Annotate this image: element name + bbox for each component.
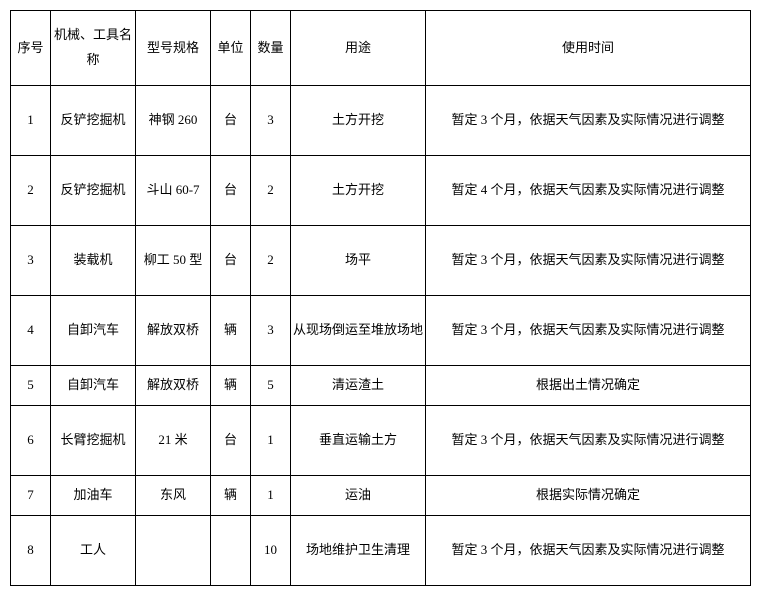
cell-unit bbox=[211, 516, 251, 586]
cell-qty: 10 bbox=[251, 516, 291, 586]
cell-time: 暂定 3 个月，依据天气因素及实际情况进行调整 bbox=[426, 226, 751, 296]
cell-unit: 辆 bbox=[211, 366, 251, 406]
cell-usage: 垂直运输土方 bbox=[291, 406, 426, 476]
table-header-row: 序号 机械、工具名称 型号规格 单位 数量 用途 使用时间 bbox=[11, 11, 751, 86]
cell-unit: 台 bbox=[211, 406, 251, 476]
cell-qty: 1 bbox=[251, 476, 291, 516]
cell-name: 加油车 bbox=[51, 476, 136, 516]
cell-seq: 4 bbox=[11, 296, 51, 366]
cell-seq: 2 bbox=[11, 156, 51, 226]
cell-name: 反铲挖掘机 bbox=[51, 86, 136, 156]
cell-model: 柳工 50 型 bbox=[136, 226, 211, 296]
header-usage: 用途 bbox=[291, 11, 426, 86]
cell-model: 解放双桥 bbox=[136, 296, 211, 366]
cell-usage: 场地维护卫生清理 bbox=[291, 516, 426, 586]
header-name: 机械、工具名称 bbox=[51, 11, 136, 86]
table-row: 5自卸汽车解放双桥辆5清运渣土根据出土情况确定 bbox=[11, 366, 751, 406]
cell-model: 神钢 260 bbox=[136, 86, 211, 156]
equipment-table: 序号 机械、工具名称 型号规格 单位 数量 用途 使用时间 1反铲挖掘机神钢 2… bbox=[10, 10, 751, 586]
cell-time: 暂定 3 个月，依据天气因素及实际情况进行调整 bbox=[426, 86, 751, 156]
cell-time: 根据实际情况确定 bbox=[426, 476, 751, 516]
header-unit: 单位 bbox=[211, 11, 251, 86]
cell-qty: 5 bbox=[251, 366, 291, 406]
cell-time: 根据出土情况确定 bbox=[426, 366, 751, 406]
cell-model: 斗山 60-7 bbox=[136, 156, 211, 226]
cell-qty: 2 bbox=[251, 226, 291, 296]
header-model: 型号规格 bbox=[136, 11, 211, 86]
cell-time: 暂定 3 个月，依据天气因素及实际情况进行调整 bbox=[426, 406, 751, 476]
cell-name: 反铲挖掘机 bbox=[51, 156, 136, 226]
cell-usage: 清运渣土 bbox=[291, 366, 426, 406]
cell-time: 暂定 4 个月，依据天气因素及实际情况进行调整 bbox=[426, 156, 751, 226]
cell-seq: 6 bbox=[11, 406, 51, 476]
cell-qty: 2 bbox=[251, 156, 291, 226]
cell-seq: 8 bbox=[11, 516, 51, 586]
cell-unit: 台 bbox=[211, 156, 251, 226]
cell-usage: 场平 bbox=[291, 226, 426, 296]
cell-seq: 3 bbox=[11, 226, 51, 296]
header-qty: 数量 bbox=[251, 11, 291, 86]
cell-unit: 辆 bbox=[211, 296, 251, 366]
table-row: 8工人 10场地维护卫生清理暂定 3 个月，依据天气因素及实际情况进行调整 bbox=[11, 516, 751, 586]
cell-name: 长臂挖掘机 bbox=[51, 406, 136, 476]
cell-usage: 从现场倒运至堆放场地 bbox=[291, 296, 426, 366]
header-seq: 序号 bbox=[11, 11, 51, 86]
cell-unit: 辆 bbox=[211, 476, 251, 516]
cell-unit: 台 bbox=[211, 86, 251, 156]
cell-usage: 土方开挖 bbox=[291, 86, 426, 156]
table-body: 1反铲挖掘机神钢 260台3土方开挖暂定 3 个月，依据天气因素及实际情况进行调… bbox=[11, 86, 751, 586]
cell-qty: 3 bbox=[251, 296, 291, 366]
cell-seq: 7 bbox=[11, 476, 51, 516]
table-row: 6长臂挖掘机21 米台1垂直运输土方暂定 3 个月，依据天气因素及实际情况进行调… bbox=[11, 406, 751, 476]
cell-model: 解放双桥 bbox=[136, 366, 211, 406]
cell-model: 东风 bbox=[136, 476, 211, 516]
table-row: 7加油车东风辆1运油根据实际情况确定 bbox=[11, 476, 751, 516]
table-row: 4自卸汽车解放双桥辆3从现场倒运至堆放场地暂定 3 个月，依据天气因素及实际情况… bbox=[11, 296, 751, 366]
cell-model: 21 米 bbox=[136, 406, 211, 476]
cell-usage: 运油 bbox=[291, 476, 426, 516]
cell-seq: 1 bbox=[11, 86, 51, 156]
cell-time: 暂定 3 个月，依据天气因素及实际情况进行调整 bbox=[426, 296, 751, 366]
cell-time: 暂定 3 个月，依据天气因素及实际情况进行调整 bbox=[426, 516, 751, 586]
cell-name: 自卸汽车 bbox=[51, 366, 136, 406]
table-row: 2反铲挖掘机斗山 60-7台2土方开挖暂定 4 个月，依据天气因素及实际情况进行… bbox=[11, 156, 751, 226]
cell-usage: 土方开挖 bbox=[291, 156, 426, 226]
table-row: 1反铲挖掘机神钢 260台3土方开挖暂定 3 个月，依据天气因素及实际情况进行调… bbox=[11, 86, 751, 156]
cell-name: 装载机 bbox=[51, 226, 136, 296]
cell-seq: 5 bbox=[11, 366, 51, 406]
header-time: 使用时间 bbox=[426, 11, 751, 86]
cell-model bbox=[136, 516, 211, 586]
cell-name: 工人 bbox=[51, 516, 136, 586]
cell-qty: 1 bbox=[251, 406, 291, 476]
cell-unit: 台 bbox=[211, 226, 251, 296]
cell-qty: 3 bbox=[251, 86, 291, 156]
table-row: 3装载机柳工 50 型台2场平暂定 3 个月，依据天气因素及实际情况进行调整 bbox=[11, 226, 751, 296]
cell-name: 自卸汽车 bbox=[51, 296, 136, 366]
